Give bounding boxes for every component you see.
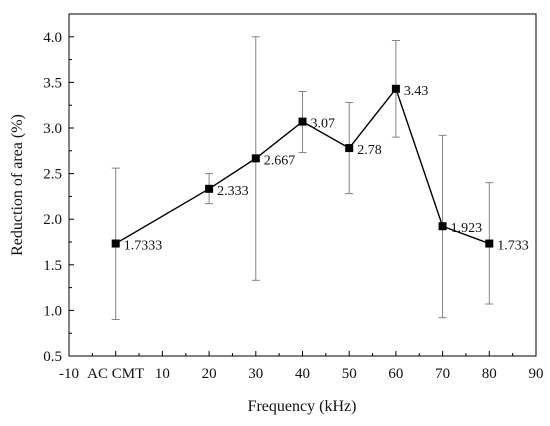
x-tick-label: 20 <box>202 366 217 382</box>
data-label: 1.733 <box>497 239 529 254</box>
x-tick-label: 40 <box>295 366 310 382</box>
y-axis-title: Reduction of area (%) <box>9 114 26 256</box>
error-bars <box>111 36 494 320</box>
data-point-marker <box>298 117 307 126</box>
data-label: 1.7333 <box>124 239 163 254</box>
data-label: 3.07 <box>311 117 336 132</box>
y-tick-label: 4.0 <box>43 30 62 46</box>
x-tick-label: -10 <box>59 366 79 382</box>
data-labels: 1.7333 2.333 2.667 3.07 2.78 3.43 1.923 1.733 <box>124 84 529 254</box>
data-point-marker <box>205 184 214 193</box>
y-tick-label: 3.0 <box>43 121 62 137</box>
x-tick-label: 60 <box>388 366 403 382</box>
data-point-marker <box>391 84 400 93</box>
y-tick-label: 2.0 <box>43 212 62 228</box>
data-label: 2.667 <box>264 153 296 168</box>
data-point-marker <box>111 239 120 248</box>
data-label: 2.78 <box>357 143 382 158</box>
x-axis: -10 AC CMT 10 20 30 40 50 60 70 80 90 <box>59 351 544 382</box>
data-point-marker <box>251 154 260 163</box>
y-tick-label: 2.5 <box>43 167 62 183</box>
x-tick-label: 70 <box>435 366 450 382</box>
data-point-marker <box>345 144 354 153</box>
x-tick-label: AC CMT <box>87 366 144 382</box>
x-tick-label: 90 <box>529 366 544 382</box>
y-tick-label: 1.5 <box>43 258 62 274</box>
data-label: 2.333 <box>217 184 249 199</box>
x-tick-label: 10 <box>155 366 170 382</box>
data-point-marker <box>438 222 447 231</box>
x-tick-label: 50 <box>342 366 357 382</box>
series-line <box>115 87 490 245</box>
data-markers <box>111 84 494 248</box>
x-axis-title: Frequency (kHz) <box>248 398 357 415</box>
y-tick-label: 1.0 <box>43 303 62 319</box>
y-axis: 0.5 1.0 1.5 2.0 2.5 3.0 3.5 4.0 <box>43 30 74 365</box>
data-label: 1.923 <box>451 221 483 236</box>
y-tick-label: 0.5 <box>43 349 62 365</box>
x-tick-label: 30 <box>248 366 263 382</box>
data-point-marker <box>485 239 494 248</box>
x-tick-label: 80 <box>482 366 497 382</box>
plot-frame <box>68 13 537 357</box>
y-tick-label: 3.5 <box>43 75 62 91</box>
data-label: 3.43 <box>404 84 429 99</box>
